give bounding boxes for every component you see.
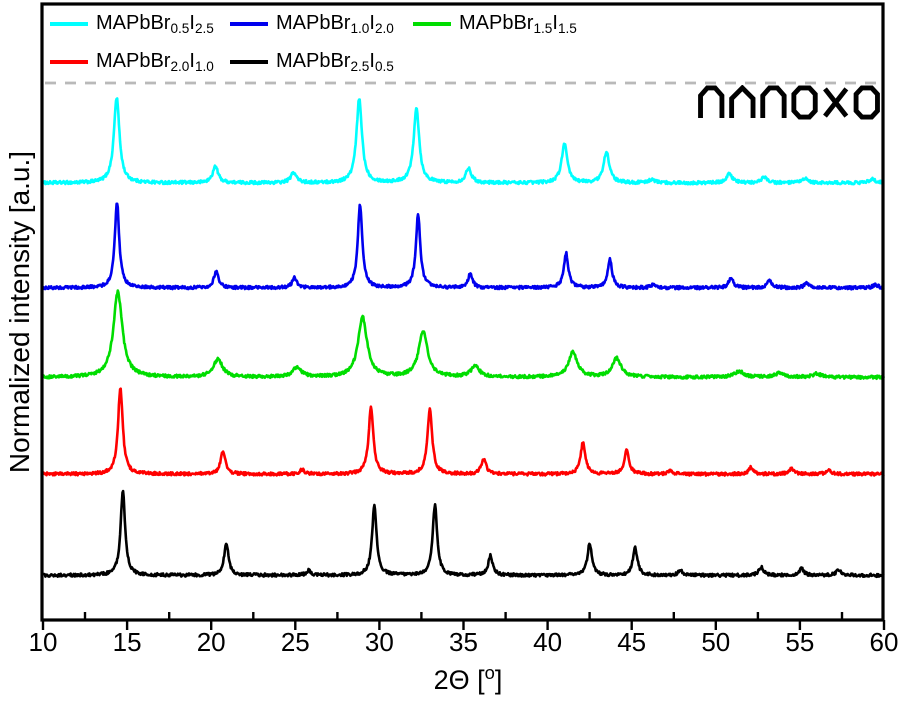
legend-item-mapbbr15i15: MAPbBr1.5I1.5 bbox=[413, 9, 577, 39]
legend-swatch-line-black bbox=[230, 60, 268, 64]
x-tick-label: 50 bbox=[701, 627, 731, 657]
legend-label: MAPbBr2.0I1.0 bbox=[96, 49, 214, 75]
logo-letter-o bbox=[791, 85, 818, 120]
legend-label: MAPbBr2.5I0.5 bbox=[276, 49, 394, 75]
logo-letter-o2 bbox=[853, 85, 880, 120]
legend-label: MAPbBr1.0I2.0 bbox=[276, 11, 394, 37]
x-tick-label: 20 bbox=[196, 627, 226, 657]
logo-letter-x bbox=[823, 87, 849, 118]
x-axis-title-text: 2Θ [ bbox=[433, 665, 485, 695]
x-tick-label: 30 bbox=[364, 627, 394, 657]
legend-label: MAPbBr1.5I1.5 bbox=[459, 11, 577, 37]
legend-item-mapbbr05i25: MAPbBr0.5I2.5 bbox=[50, 9, 214, 39]
logo-letter-n2 bbox=[760, 85, 787, 119]
xrd-curve-MAPbBr2.0I1.0 bbox=[41, 387, 885, 477]
legend-swatch-line-red bbox=[50, 60, 88, 64]
y-axis-title: Normalized intensity [a.u.] bbox=[0, 3, 40, 621]
x-tick-label: 60 bbox=[869, 627, 899, 657]
x-axis-title: 2Θ [o] bbox=[383, 662, 553, 696]
xrd-curve-MAPbBr2.5I0.5 bbox=[42, 489, 885, 579]
x-axis-title-close: ] bbox=[494, 665, 503, 695]
x-tick-label: 40 bbox=[533, 627, 563, 657]
xrd-curve-MAPbBr0.5I2.5 bbox=[41, 97, 885, 186]
x-tick-label: 15 bbox=[112, 627, 142, 657]
legend-item-mapbbr20i10: MAPbBr2.0I1.0 bbox=[50, 47, 214, 77]
xrd-curve-MAPbBr1.0I2.0 bbox=[41, 202, 885, 291]
nanoxo-logo bbox=[698, 85, 880, 120]
legend-swatch-line-green bbox=[413, 22, 451, 26]
legend-item-mapbbr10i20: MAPbBr1.0I2.0 bbox=[230, 9, 394, 39]
xrd-curve-MAPbBr1.5I1.5 bbox=[41, 289, 885, 381]
xrd-curves bbox=[41, 97, 885, 579]
x-tick-label: 35 bbox=[449, 627, 478, 657]
x-tick-label: 25 bbox=[280, 627, 310, 657]
y-axis-title-text: Normalized intensity [a.u.] bbox=[4, 150, 35, 474]
legend-label: MAPbBr0.5I2.5 bbox=[96, 11, 214, 37]
legend-swatch-line-blue bbox=[230, 22, 268, 26]
x-tick-label: 55 bbox=[785, 627, 815, 657]
x-tick-label: 10 bbox=[28, 627, 58, 657]
x-axis-ticks bbox=[41, 612, 886, 630]
x-tick-label: 45 bbox=[617, 627, 647, 657]
legend-swatch-line-cyan bbox=[50, 22, 88, 26]
x-axis-degree-symbol: o bbox=[484, 662, 495, 683]
logo-letter-n bbox=[698, 85, 725, 119]
logo-letter-a bbox=[729, 85, 756, 119]
legend-item-mapbbr25i05: MAPbBr2.5I0.5 bbox=[230, 47, 394, 77]
